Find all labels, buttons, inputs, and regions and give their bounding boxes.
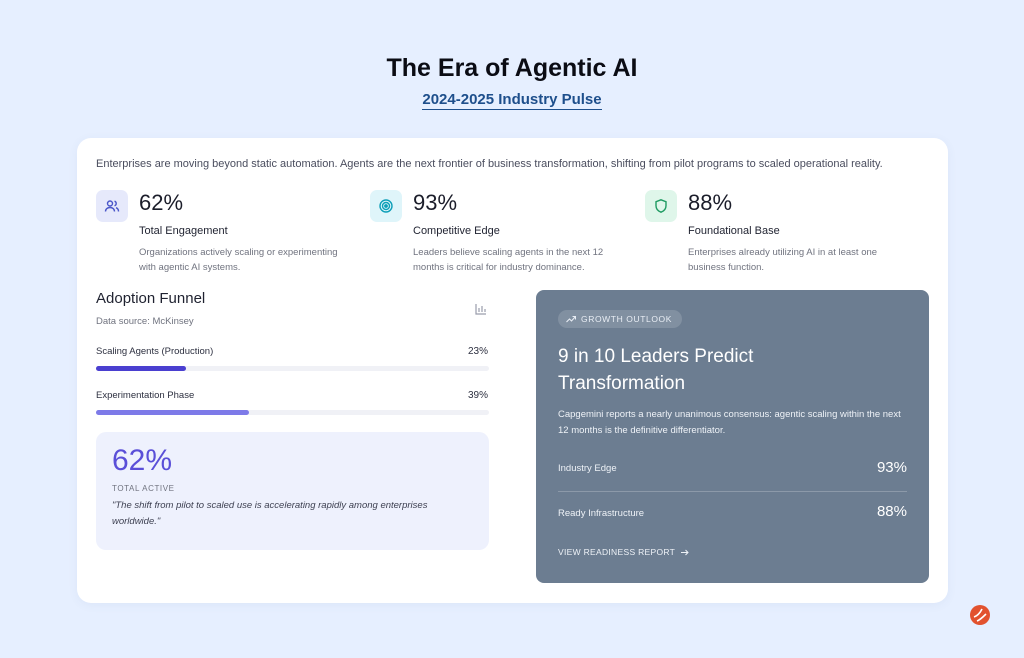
stat-description: Organizations actively scaling or experi… — [139, 247, 338, 273]
bar-fill-scaling — [96, 366, 187, 371]
metric-label-industry-edge: Industry Edge — [558, 463, 617, 474]
metric-divider — [558, 491, 907, 492]
funnel-title: Adoption Funnel — [96, 290, 206, 307]
report-link-text: VIEW READINESS REPORT — [558, 547, 676, 557]
growth-outlook-badge: GROWTH OUTLOOK — [558, 310, 683, 328]
metric-label-ready-infrastructure: Ready Infrastructure — [558, 508, 645, 519]
outlook-title: 9 in 10 Leaders Predict Transformation — [558, 346, 754, 394]
bar-value-scaling: 23% — [467, 346, 488, 357]
arrow-right-icon — [681, 549, 689, 555]
view-readiness-report-link[interactable]: VIEW READINESS REPORT — [558, 547, 689, 557]
users-icon — [96, 190, 128, 222]
bar-label-scaling: Scaling Agents (Production) — [96, 346, 214, 357]
metric-value-ready-infrastructure: 88% — [876, 503, 907, 520]
bar-value-experimentation: 39% — [467, 390, 488, 401]
total-active-label: TOTAL ACTIVE — [112, 484, 175, 493]
page-title: The Era of Agentic AI — [386, 54, 638, 82]
badge-text: GROWTH OUTLOOK — [581, 314, 673, 324]
stat-value: 93% — [413, 190, 458, 215]
growth-outlook-panel: GROWTH OUTLOOK 9 in 10 Leaders Predict T… — [536, 290, 929, 583]
page-subtitle: 2024-2025 Industry Pulse — [0, 91, 1024, 110]
bar-fill-experimentation — [96, 410, 250, 415]
stat-value: 88% — [688, 190, 733, 215]
stat-value: 62% — [139, 190, 184, 215]
brand-logo-icon — [970, 605, 990, 625]
subtitle-text: 2024-2025 Industry Pulse — [422, 91, 602, 110]
total-active-value: 62% — [112, 444, 173, 477]
funnel-source: Data source: McKinsey — [96, 316, 194, 327]
bar-track-experimentation — [96, 410, 489, 415]
total-active-panel: 62% TOTAL ACTIVE "The shift from pilot t… — [96, 432, 489, 550]
metric-value-industry-edge: 93% — [876, 459, 907, 476]
outlook-description: Capgemini reports a nearly unanimous con… — [558, 409, 901, 436]
bar-label-experimentation: Experimentation Phase — [96, 390, 195, 401]
bar-chart-icon[interactable] — [475, 302, 487, 320]
shield-icon — [645, 190, 677, 222]
total-active-quote: "The shift from pilot to scaled use is a… — [112, 500, 428, 527]
stat-label: Total Engagement — [139, 225, 228, 237]
main-card: Enterprises are moving beyond static aut… — [77, 138, 948, 603]
intro-text: Enterprises are moving beyond static aut… — [96, 158, 883, 170]
stat-label: Foundational Base — [688, 225, 780, 237]
trending-up-icon — [566, 315, 576, 323]
target-icon — [370, 190, 402, 222]
bar-track-scaling — [96, 366, 489, 371]
stat-description: Enterprises already utilizing AI in at l… — [688, 247, 878, 273]
stat-label: Competitive Edge — [413, 225, 500, 237]
stat-description: Leaders believe scaling agents in the ne… — [413, 247, 604, 273]
